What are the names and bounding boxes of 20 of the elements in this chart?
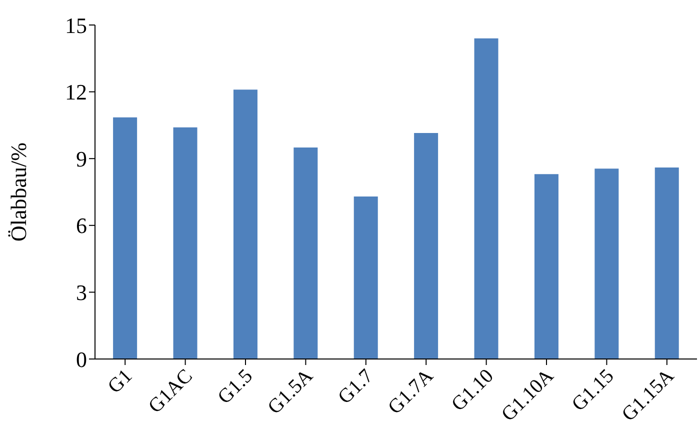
y-tick-label: 15	[65, 12, 87, 38]
y-tick-label: 6	[76, 213, 87, 238]
bar	[474, 38, 498, 359]
y-tick-label: 12	[65, 80, 87, 105]
y-tick-label: 0	[76, 346, 87, 372]
x-tick-label: G1	[104, 364, 137, 398]
bar	[113, 117, 138, 359]
y-axis-title: Ölabbau/%	[6, 142, 31, 242]
bar	[414, 132, 438, 359]
bar	[654, 168, 679, 359]
y-tick-label: 9	[76, 146, 87, 172]
y-tick-label: 3	[76, 280, 87, 306]
x-tick-label: G1.7	[334, 364, 378, 408]
bar	[294, 147, 318, 359]
x-tick-label: G1.5	[214, 364, 258, 408]
bar	[233, 90, 258, 359]
bar	[173, 127, 198, 359]
bar	[594, 168, 619, 359]
bar	[534, 174, 558, 359]
bar	[354, 196, 378, 359]
